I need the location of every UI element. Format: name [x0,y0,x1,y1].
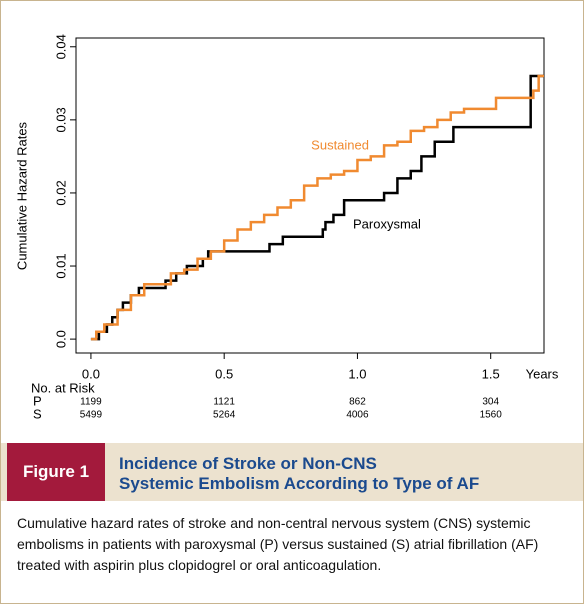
figure-title-line: Incidence of Stroke or Non-CNS [119,454,377,473]
series-label: Paroxysmal [353,216,421,231]
figure-banner: Figure 1 Incidence of Stroke or Non-CNS … [1,443,583,501]
risk-value: 4006 [346,410,369,421]
risk-value: 1199 [80,397,102,408]
risk-row-label: P [33,393,42,408]
risk-value: 1560 [480,410,503,421]
x-tick-label: 0.0 [82,366,100,381]
x-axis-label: Years [526,366,559,381]
series-label: Sustained [311,137,369,152]
figure-title: Incidence of Stroke or Non-CNS Systemic … [119,454,479,494]
risk-value: 5499 [80,410,103,421]
series-line [90,74,544,341]
risk-value: 1121 [213,397,235,408]
figure-caption: Cumulative hazard rates of stroke and no… [17,515,539,573]
y-tick-label: 0.0 [53,330,68,348]
series-line [90,74,544,341]
risk-row-label: S [33,406,42,421]
figure-label: Figure 1 [7,443,105,501]
risk-value: 862 [349,397,366,408]
y-axis-label: Cumulative Hazard Rates [14,121,29,270]
figure-title-line: Systemic Embolism According to Type of A… [119,474,480,493]
chart: Cumulative Hazard Rates Years No. at Ris… [14,34,559,421]
risk-value: 304 [482,397,499,408]
risk-value: 5264 [213,410,236,421]
x-tick-label: 0.5 [215,366,233,381]
y-tick-label: 0.04 [53,34,68,59]
y-tick-label: 0.03 [53,107,68,132]
x-tick-label: 1.5 [482,366,500,381]
plot-frame [75,37,545,354]
y-tick-label: 0.02 [53,180,68,205]
risk-title: No. at Risk [31,380,95,395]
y-tick-label: 0.01 [53,253,68,278]
x-tick-label: 1.0 [348,366,366,381]
